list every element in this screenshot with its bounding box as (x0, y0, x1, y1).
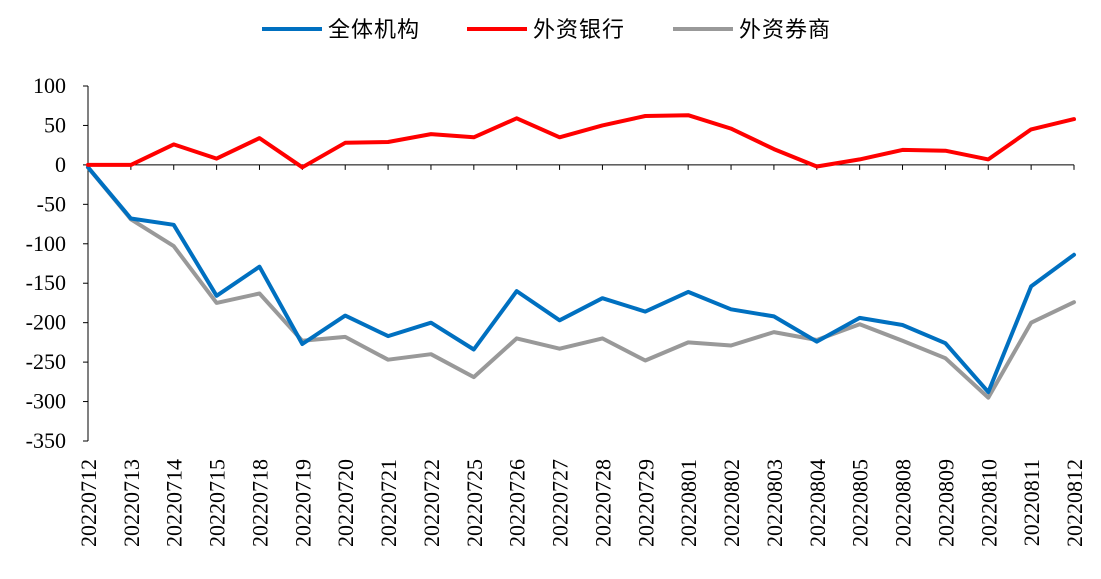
x-tick-label: 20220718 (247, 459, 272, 547)
y-tick-label: -250 (26, 349, 66, 374)
x-tick-label: 20220809 (933, 459, 958, 547)
x-tick-label: 20220721 (376, 459, 401, 547)
x-tick-label: 20220726 (505, 459, 530, 547)
axes: 100 50 0 -50 -100 -150 -200 -250 -300 -350 2022071… (26, 73, 1087, 547)
x-tick-label: 20220801 (676, 459, 701, 547)
x-tick-label: 20220802 (719, 459, 744, 547)
y-tick-label: -300 (26, 389, 66, 414)
series-layer (86, 113, 1076, 400)
series-line-2 (86, 113, 1076, 170)
y-tick-label: -200 (26, 310, 66, 335)
x-tick-label: 20220811 (1019, 459, 1044, 546)
legend-item-2: 外资银行 (467, 18, 625, 43)
y-tick-label: -50 (37, 191, 66, 216)
x-tick-label: 20220808 (891, 459, 916, 547)
x-tick-label: 20220714 (162, 459, 187, 547)
x-tick-label: 20220712 (76, 459, 101, 547)
x-tick-label: 20220722 (419, 459, 444, 547)
x-tick-label: 20220804 (805, 459, 830, 547)
x-tick-label: 20220719 (290, 459, 315, 547)
legend: 全体机构 外资银行 外资券商 (262, 18, 831, 43)
y-tick-label: 100 (33, 73, 66, 98)
legend-item-1: 全体机构 (262, 18, 420, 43)
legend-item-3: 外资券商 (673, 18, 831, 43)
x-tick-label: 20220720 (333, 459, 358, 547)
x-tick-label: 20220729 (633, 459, 658, 547)
x-tick-label: 20220725 (462, 459, 487, 547)
series-line-1 (86, 165, 1076, 395)
legend-label-1: 全体机构 (328, 18, 420, 43)
series-line-3 (86, 165, 1076, 400)
legend-label-3: 外资券商 (739, 18, 831, 43)
x-tick-label: 20220803 (762, 459, 787, 547)
x-tick-label: 20220727 (548, 459, 573, 547)
x-tick-label: 20220713 (119, 459, 144, 547)
legend-label-2: 外资银行 (533, 18, 625, 43)
x-tick-label: 20220812 (1062, 459, 1087, 547)
y-tick-label: -100 (26, 231, 66, 256)
y-tick-label: 50 (44, 112, 66, 137)
x-tick-label: 20220728 (590, 459, 615, 547)
y-tick-label: 0 (55, 152, 66, 177)
x-tick-label: 20220805 (848, 459, 873, 547)
x-tick-label: 20220810 (976, 459, 1001, 547)
x-tick-label: 20220715 (205, 459, 230, 547)
y-tick-label: -150 (26, 270, 66, 295)
y-tick-label: -350 (26, 428, 66, 453)
